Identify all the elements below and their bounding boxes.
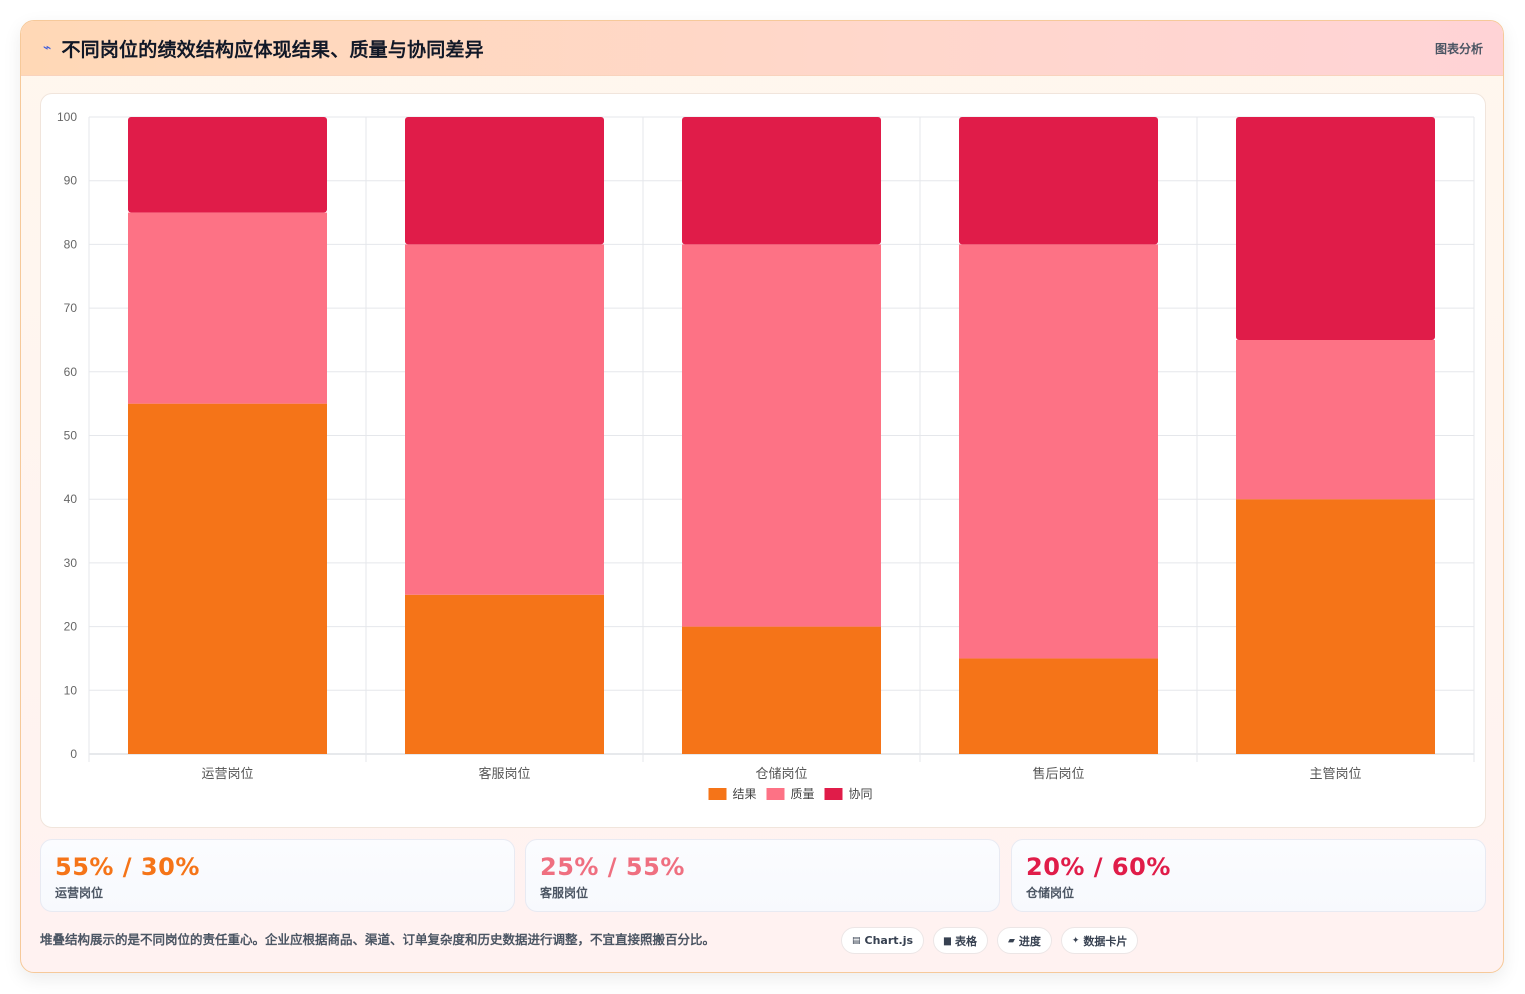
tag-table[interactable]: ▆ 表格: [933, 927, 988, 954]
bar-segment: [682, 117, 881, 245]
card-header: ⌁ 不同岗位的绩效结构应体现结果、质量与协同差异 图表分析: [21, 21, 1503, 76]
tag-label: 数据卡片: [1083, 934, 1128, 948]
y-tick-label: 70: [64, 301, 78, 315]
bar-segment: [959, 244, 1158, 659]
legend-label: 协同: [849, 786, 873, 801]
y-tick-label: 100: [57, 110, 77, 124]
y-tick-label: 90: [64, 174, 78, 188]
stat-value: 25% / 55%: [540, 853, 685, 881]
y-tick-label: 10: [64, 683, 78, 697]
bar-segment: [959, 658, 1158, 754]
table-icon: ▆: [944, 935, 951, 946]
bar-segment: [128, 117, 327, 213]
bar-segment: [405, 117, 604, 245]
bar-segment: [405, 244, 604, 595]
stat-label: 客服岗位: [540, 886, 589, 900]
y-tick-label: 40: [64, 492, 78, 506]
stat-value: 55% / 30%: [55, 853, 200, 881]
y-tick-label: 50: [64, 429, 78, 443]
x-tick-label: 主管岗位: [1309, 766, 1361, 781]
chart-line-icon: ⌁: [43, 40, 52, 56]
bar-segment: [128, 212, 327, 404]
y-tick-label: 20: [64, 620, 78, 634]
stat-card-customer-service: 25% / 55% 客服岗位: [525, 839, 1000, 912]
y-tick-label: 80: [64, 237, 78, 251]
x-tick-label: 售后岗位: [1032, 766, 1084, 781]
x-tick-label: 仓储岗位: [755, 766, 807, 781]
stacked-bar-chart: 0 10 20 30 40 50 60 70 80 90 100 运营岗位 客服岗位 仓储岗位 售后岗位 主管…: [57, 110, 1475, 801]
bar-segment: [128, 403, 327, 754]
stat-card-operations: 55% / 30% 运营岗位: [40, 839, 515, 912]
tag-label: 表格: [954, 934, 977, 948]
tag-label: 进度: [1018, 934, 1041, 948]
legend-swatch: [766, 788, 785, 800]
progress-icon: ▰: [1007, 935, 1015, 946]
tag-data-card[interactable]: ✦ 数据卡片: [1060, 927, 1139, 954]
tag-chartjs[interactable]: ▤ Chart.js: [841, 927, 925, 954]
y-tick-label: 30: [64, 556, 78, 570]
bar-segment: [959, 117, 1158, 245]
x-tick-label: 客服岗位: [478, 766, 530, 781]
y-tick-label: 0: [70, 747, 77, 761]
x-tick-label: 运营岗位: [201, 766, 253, 781]
legend-label: 结果: [733, 787, 757, 801]
footer-note: 堆叠结构展示的是不同岗位的责任重心。企业应根据商品、渠道、订单复杂度和历史数据进…: [40, 932, 716, 947]
bar-segment: [682, 626, 881, 754]
chart-panel: 0 10 20 30 40 50 60 70 80 90 100 运营岗位 客服岗位 仓储岗位 售后岗位 主管…: [40, 93, 1486, 828]
bar-segment: [1236, 339, 1435, 500]
tag-progress[interactable]: ▰ 进度: [996, 927, 1052, 954]
tag-label: Chart.js: [864, 934, 914, 947]
bar-segment: [682, 244, 881, 627]
stat-value: 20% / 60%: [1026, 853, 1171, 881]
legend-swatch: [824, 788, 843, 800]
stat-card-warehouse: 20% / 60% 仓储岗位: [1011, 839, 1486, 912]
sparkle-icon: ✦: [1071, 935, 1080, 946]
chart-card: ⌁ 不同岗位的绩效结构应体现结果、质量与协同差异 图表分析 0 10 20 30 40 5…: [20, 20, 1504, 973]
chart-analysis-link[interactable]: 图表分析: [1434, 41, 1483, 56]
bar-segment: [1236, 499, 1435, 754]
tag-list: ▤ Chart.js ▆ 表格 ▰ 进度 ✦ 数据卡片: [841, 927, 1139, 954]
stat-label: 仓储岗位: [1026, 886, 1075, 900]
bar-segment: [1236, 117, 1435, 340]
card-title: 不同岗位的绩效结构应体现结果、质量与协同差异: [61, 38, 484, 61]
chart-icon: ▤: [852, 935, 861, 946]
stat-label: 运营岗位: [55, 886, 104, 900]
legend-swatch: [708, 788, 727, 800]
legend-label: 质量: [791, 787, 815, 801]
y-tick-label: 60: [64, 365, 78, 379]
bar-segment: [405, 594, 604, 754]
stat-cards: 55% / 30% 运营岗位 25% / 55% 客服岗位 20% / 60% …: [40, 839, 1486, 912]
